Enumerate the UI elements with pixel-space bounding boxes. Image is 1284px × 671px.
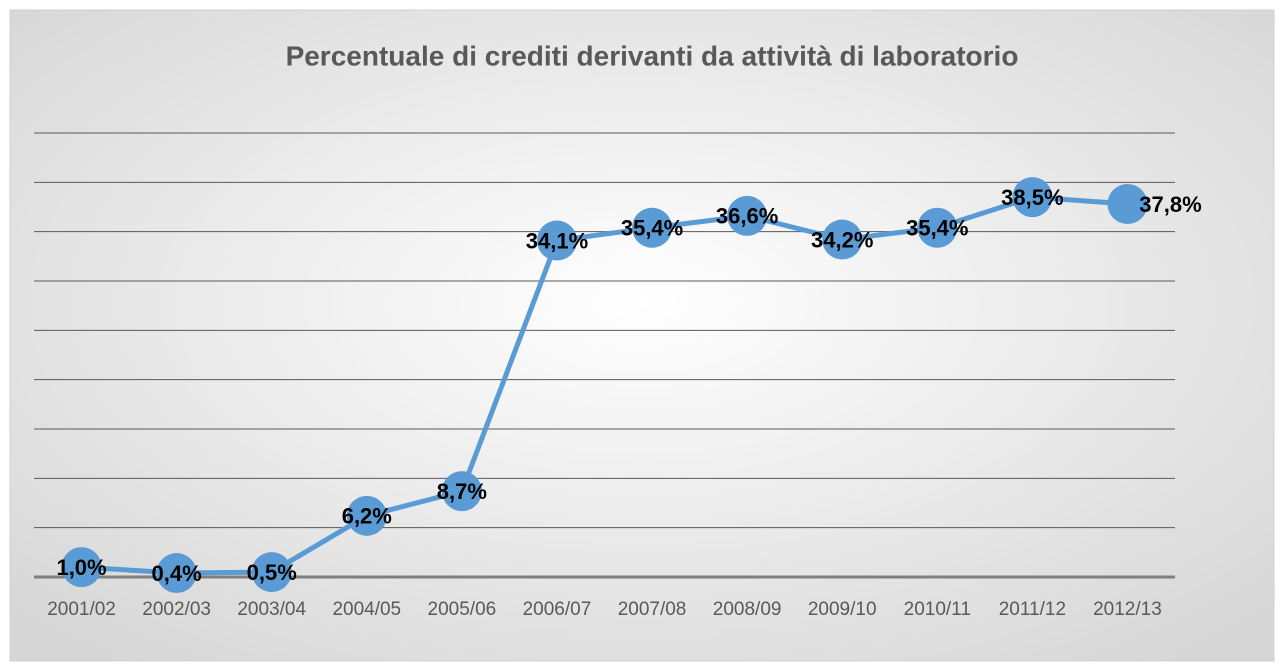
marker — [822, 219, 863, 260]
x-tick-label: 2004/05 — [332, 599, 401, 620]
data-label: 35,4% — [906, 216, 968, 241]
data-label: 35,4% — [621, 216, 683, 241]
data-label: 1,0% — [56, 555, 106, 580]
marker — [632, 207, 673, 248]
data-label: 36,6% — [716, 204, 778, 229]
x-tick-label: 2011/12 — [999, 599, 1066, 620]
chart-background — [9, 9, 1275, 662]
x-tick-label: 2003/04 — [237, 599, 306, 620]
x-tick-label: 2010/11 — [904, 599, 971, 620]
x-tick-label: 2012/13 — [1093, 599, 1162, 620]
marker — [251, 552, 292, 593]
marker — [61, 547, 102, 588]
x-tick-label: 2005/06 — [428, 599, 497, 620]
x-tick-label: 2001/02 — [47, 599, 116, 620]
data-label: 8,7% — [437, 479, 487, 504]
marker — [156, 553, 197, 594]
data-label: 37,8% — [1139, 192, 1201, 217]
data-label: 38,5% — [1001, 185, 1063, 210]
marker — [346, 495, 387, 536]
data-label: 34,2% — [811, 227, 873, 252]
data-label: 6,2% — [342, 504, 392, 529]
marker — [727, 195, 768, 236]
marker — [536, 220, 577, 261]
x-tick-label: 2002/03 — [142, 599, 211, 620]
marker — [441, 471, 482, 512]
data-label: 34,1% — [526, 228, 588, 253]
marker — [1012, 177, 1053, 218]
x-tick-label: 2007/08 — [618, 599, 687, 620]
x-tick-label: 2006/07 — [523, 599, 592, 620]
x-tick-label: 2008/09 — [713, 599, 782, 620]
data-label: 0,5% — [247, 560, 297, 585]
marker — [917, 207, 958, 248]
x-tick-label: 2009/10 — [808, 599, 877, 620]
data-label: 0,4% — [152, 561, 202, 586]
marker — [1107, 184, 1148, 225]
chart-title: Percentuale di crediti derivanti da atti… — [286, 40, 1019, 71]
